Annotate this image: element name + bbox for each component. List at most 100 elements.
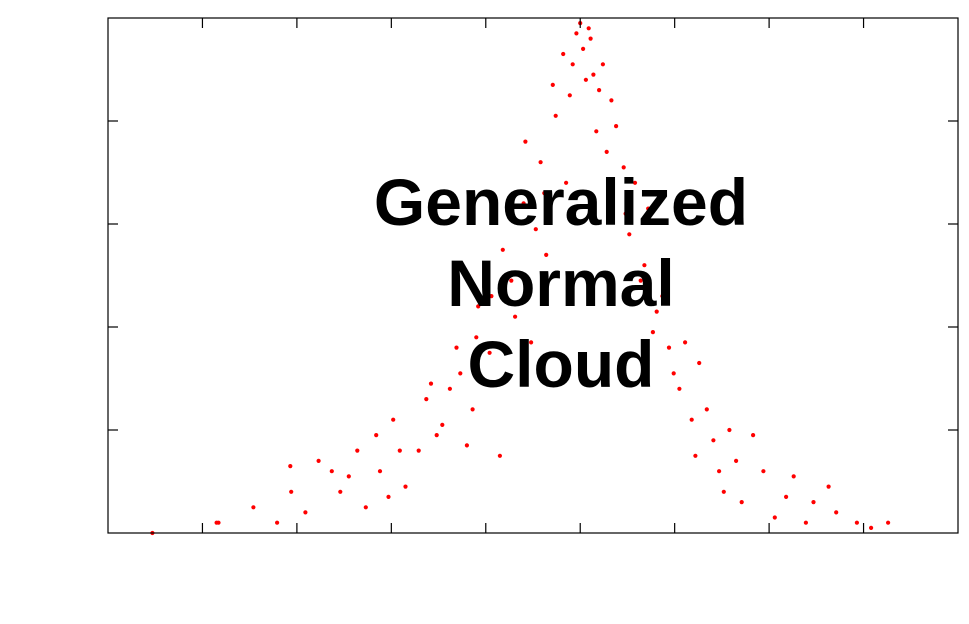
annotation-line-1: Generalized	[374, 165, 748, 239]
data-point	[677, 386, 682, 391]
data-point	[671, 371, 676, 376]
data-point	[374, 433, 379, 438]
data-point	[803, 520, 809, 525]
data-point	[497, 453, 502, 458]
data-point	[428, 381, 434, 386]
data-point	[523, 139, 528, 144]
data-point	[609, 98, 614, 103]
data-point	[597, 88, 602, 93]
data-point	[811, 500, 816, 505]
data-point	[739, 500, 744, 505]
data-point	[621, 165, 626, 170]
data-point	[697, 360, 702, 366]
data-point	[683, 340, 688, 345]
data-point	[447, 386, 452, 391]
data-point	[586, 26, 591, 31]
data-point	[604, 149, 609, 154]
data-point	[487, 350, 492, 355]
data-point	[513, 314, 518, 319]
data-point	[275, 520, 280, 525]
data-point	[386, 494, 391, 499]
data-point	[642, 263, 647, 268]
data-point	[574, 31, 579, 36]
data-point	[355, 448, 360, 453]
ticks-layer	[108, 18, 958, 533]
data-point	[391, 417, 396, 422]
data-point	[627, 232, 632, 237]
data-point	[638, 278, 643, 283]
data-point	[734, 458, 739, 463]
data-point	[727, 427, 732, 433]
data-point	[458, 371, 463, 376]
data-point	[583, 77, 589, 82]
data-point	[542, 191, 547, 196]
data-point	[538, 160, 543, 165]
data-point	[561, 51, 566, 57]
data-point	[470, 407, 475, 412]
data-point	[654, 309, 659, 314]
data-point	[214, 520, 219, 525]
data-point	[614, 124, 619, 129]
data-point	[704, 407, 709, 412]
data-point	[660, 294, 665, 299]
data-point	[489, 294, 494, 299]
data-point	[509, 278, 514, 283]
data-point	[650, 330, 656, 335]
data-point	[570, 62, 575, 67]
data-point	[886, 520, 891, 525]
data-point	[784, 494, 789, 499]
data-point	[424, 397, 429, 402]
annotation-line-3: Cloud	[468, 327, 655, 401]
data-point	[251, 505, 256, 510]
data-point	[397, 448, 402, 453]
data-point	[834, 510, 839, 515]
data-point	[316, 458, 321, 463]
data-point	[646, 206, 651, 211]
data-point	[623, 211, 628, 216]
data-point	[588, 36, 593, 41]
data-point	[533, 227, 538, 232]
data-point	[564, 180, 569, 185]
data-point	[476, 304, 481, 309]
data-point	[591, 72, 596, 77]
data-point	[329, 469, 334, 474]
data-point	[550, 82, 555, 87]
data-point	[854, 520, 860, 525]
data-point	[553, 113, 558, 118]
data-point	[761, 469, 766, 474]
data-point	[772, 515, 777, 520]
data-point	[711, 438, 716, 443]
data-point	[416, 448, 421, 453]
data-point	[791, 474, 796, 479]
data-point	[632, 180, 638, 185]
points-layer	[150, 21, 891, 536]
data-point	[377, 469, 383, 474]
data-point	[363, 505, 368, 510]
data-point	[717, 469, 722, 474]
data-point	[338, 489, 343, 494]
data-point	[826, 484, 831, 489]
data-point	[434, 433, 439, 438]
data-point	[521, 201, 526, 206]
data-point	[529, 340, 534, 345]
data-point	[869, 525, 874, 531]
plot-frame	[107, 17, 959, 534]
data-point	[751, 433, 756, 438]
data-point	[600, 62, 606, 67]
data-point	[403, 484, 408, 489]
data-point	[454, 345, 459, 350]
annotation-line-2: Normal	[447, 246, 674, 320]
data-point	[721, 489, 726, 494]
data-point	[474, 335, 479, 340]
data-point	[346, 474, 351, 479]
data-point	[567, 93, 572, 98]
data-point	[500, 247, 505, 252]
data-point	[581, 46, 586, 52]
data-point	[303, 510, 308, 515]
data-point	[289, 489, 294, 494]
data-point	[689, 417, 694, 422]
data-point	[594, 129, 599, 134]
data-point	[544, 252, 549, 257]
data-point	[464, 443, 469, 448]
